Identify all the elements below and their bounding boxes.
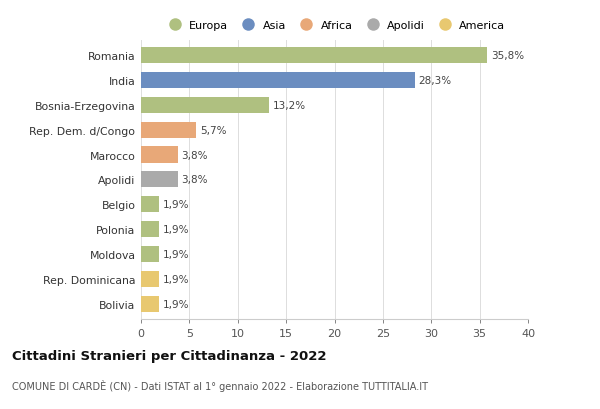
Text: 3,8%: 3,8% [182,175,208,185]
Text: 13,2%: 13,2% [272,101,306,110]
Text: COMUNE DI CARDÈ (CN) - Dati ISTAT al 1° gennaio 2022 - Elaborazione TUTTITALIA.I: COMUNE DI CARDÈ (CN) - Dati ISTAT al 1° … [12,379,428,391]
Text: 35,8%: 35,8% [491,51,524,61]
Text: 5,7%: 5,7% [200,125,227,135]
Bar [141,296,160,312]
Bar [141,172,178,188]
Bar [141,97,269,114]
Bar [141,147,178,163]
Bar [141,222,160,238]
Bar [141,48,487,64]
Text: Cittadini Stranieri per Cittadinanza - 2022: Cittadini Stranieri per Cittadinanza - 2… [12,349,326,362]
Text: 1,9%: 1,9% [163,274,190,284]
Text: 1,9%: 1,9% [163,249,190,259]
Bar [141,72,415,89]
Text: 3,8%: 3,8% [182,150,208,160]
Legend: Europa, Asia, Africa, Apolidi, America: Europa, Asia, Africa, Apolidi, America [161,19,508,33]
Bar [141,197,160,213]
Text: 1,9%: 1,9% [163,200,190,210]
Text: 1,9%: 1,9% [163,299,190,309]
Bar [141,122,196,138]
Text: 1,9%: 1,9% [163,225,190,235]
Bar [141,271,160,288]
Text: 28,3%: 28,3% [419,76,452,85]
Bar [141,246,160,263]
